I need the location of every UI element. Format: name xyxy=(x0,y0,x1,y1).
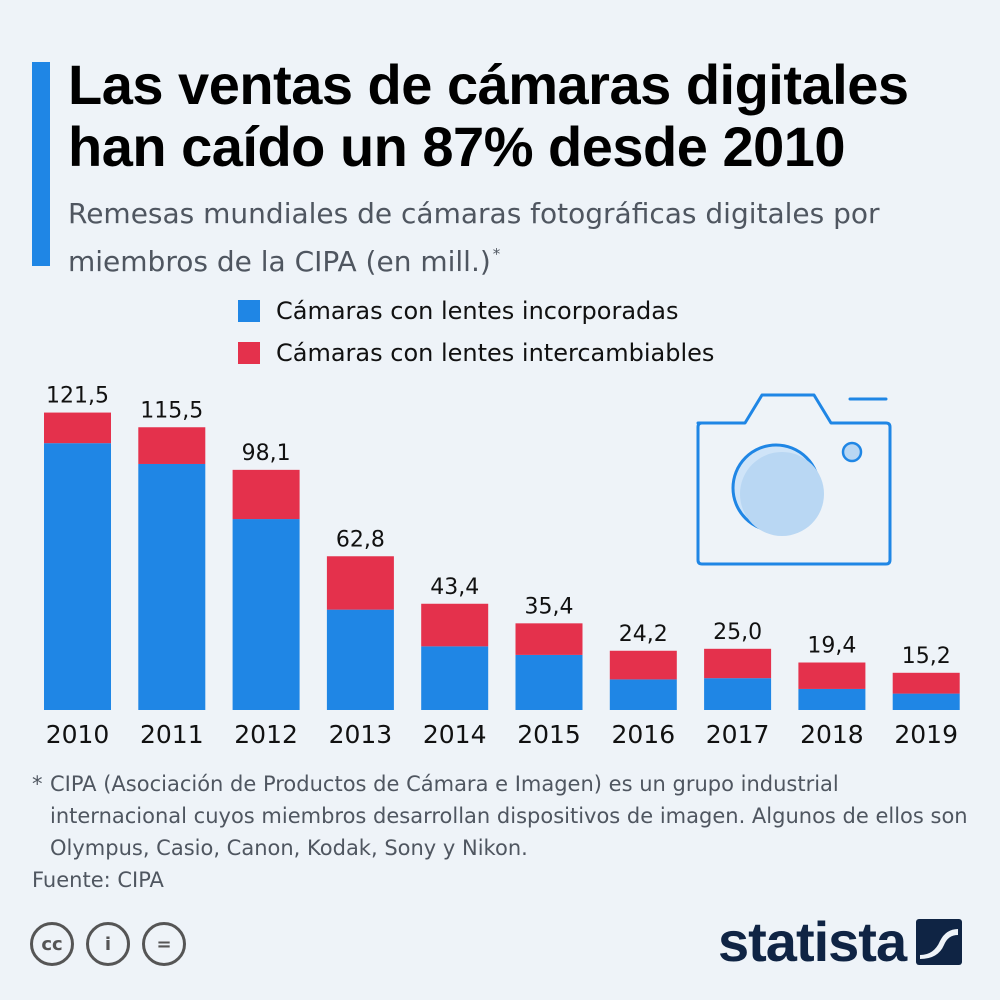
stacked-bar-chart: 121,5 2010 115,5 2011 98,1 2012 62,8 2013 43,4 20… xyxy=(44,384,960,749)
x-tick-label-2017: 2017 xyxy=(706,720,770,749)
data-label-2013: 62,8 xyxy=(336,527,385,552)
bar-built-in-2013 xyxy=(326,609,394,710)
page-subtitle: Remesas mundiales de cámaras fotográfica… xyxy=(68,194,968,282)
bar-interchangeable-2011 xyxy=(138,427,206,464)
legend-item-built-in: Cámaras con lentes incorporadas xyxy=(238,290,714,332)
legend-item-interchangeable: Cámaras con lentes intercambiables xyxy=(238,332,714,374)
data-label-2015: 35,4 xyxy=(525,594,574,619)
bar-interchangeable-2013 xyxy=(326,556,394,610)
source-text: Fuente: CIPA xyxy=(32,868,164,892)
cc-icon[interactable]: cc xyxy=(30,922,74,966)
bar-built-in-2018 xyxy=(798,688,866,710)
bar-built-in-2012 xyxy=(232,519,300,710)
x-tick-label-2011: 2011 xyxy=(140,720,204,749)
bar-interchangeable-2019 xyxy=(892,672,960,694)
footnote-star: * xyxy=(32,772,43,796)
x-tick-label-2015: 2015 xyxy=(517,720,581,749)
chart-legend: Cámaras con lentes incorporadas Cámaras … xyxy=(238,290,714,374)
subtitle-footnote-mark: * xyxy=(492,245,501,263)
bar-built-in-2019 xyxy=(892,693,960,710)
attribution-icon[interactable]: i xyxy=(86,922,130,966)
data-label-2010: 121,5 xyxy=(46,384,109,409)
bar-interchangeable-2014 xyxy=(421,603,489,647)
bar-built-in-2010 xyxy=(44,443,111,710)
bar-built-in-2011 xyxy=(138,463,206,710)
bar-interchangeable-2010 xyxy=(44,412,111,444)
footnote-text: CIPA (Asociación de Productos de Cámara … xyxy=(50,772,968,860)
bar-interchangeable-2012 xyxy=(232,469,300,520)
x-tick-label-2019: 2019 xyxy=(894,720,958,749)
statista-brand[interactable]: statista xyxy=(718,910,963,973)
data-label-2011: 115,5 xyxy=(140,398,203,423)
data-label-2019: 15,2 xyxy=(902,644,951,669)
x-tick-label-2010: 2010 xyxy=(46,720,110,749)
bar-built-in-2014 xyxy=(421,646,489,710)
footnote: * CIPA (Asociación de Productos de Cámar… xyxy=(32,768,972,896)
subtitle-text: Remesas mundiales de cámaras fotográfica… xyxy=(68,197,880,278)
legend-label-built-in: Cámaras con lentes incorporadas xyxy=(276,297,679,325)
brand-name: statista xyxy=(718,910,907,973)
data-label-2014: 43,4 xyxy=(430,575,479,600)
legend-label-interchangeable: Cámaras con lentes intercambiables xyxy=(276,339,715,367)
bar-interchangeable-2017 xyxy=(704,648,772,679)
data-label-2012: 98,1 xyxy=(242,441,291,466)
data-label-2018: 19,4 xyxy=(807,634,856,659)
page-title: Las ventas de cámaras digitales han caíd… xyxy=(68,53,909,178)
bar-interchangeable-2018 xyxy=(798,662,866,689)
x-tick-label-2018: 2018 xyxy=(800,720,864,749)
bar-built-in-2016 xyxy=(609,679,677,710)
x-tick-label-2014: 2014 xyxy=(423,720,487,749)
legend-swatch-built-in xyxy=(238,300,260,322)
license-icons: cc i = xyxy=(30,922,186,966)
x-tick-label-2012: 2012 xyxy=(234,720,298,749)
bar-built-in-2017 xyxy=(704,678,772,710)
data-label-2016: 24,2 xyxy=(619,622,668,647)
camera-icon xyxy=(696,393,892,566)
no-derivatives-icon[interactable]: = xyxy=(142,922,186,966)
bar-interchangeable-2015 xyxy=(515,623,583,655)
legend-swatch-interchangeable xyxy=(238,342,260,364)
statista-logo-icon xyxy=(916,919,963,965)
bar-built-in-2015 xyxy=(515,654,583,710)
x-tick-label-2013: 2013 xyxy=(329,720,393,749)
data-label-2017: 25,0 xyxy=(713,620,762,645)
x-tick-label-2016: 2016 xyxy=(611,720,675,749)
title-accent-bar xyxy=(32,62,50,266)
bar-interchangeable-2016 xyxy=(609,650,677,680)
